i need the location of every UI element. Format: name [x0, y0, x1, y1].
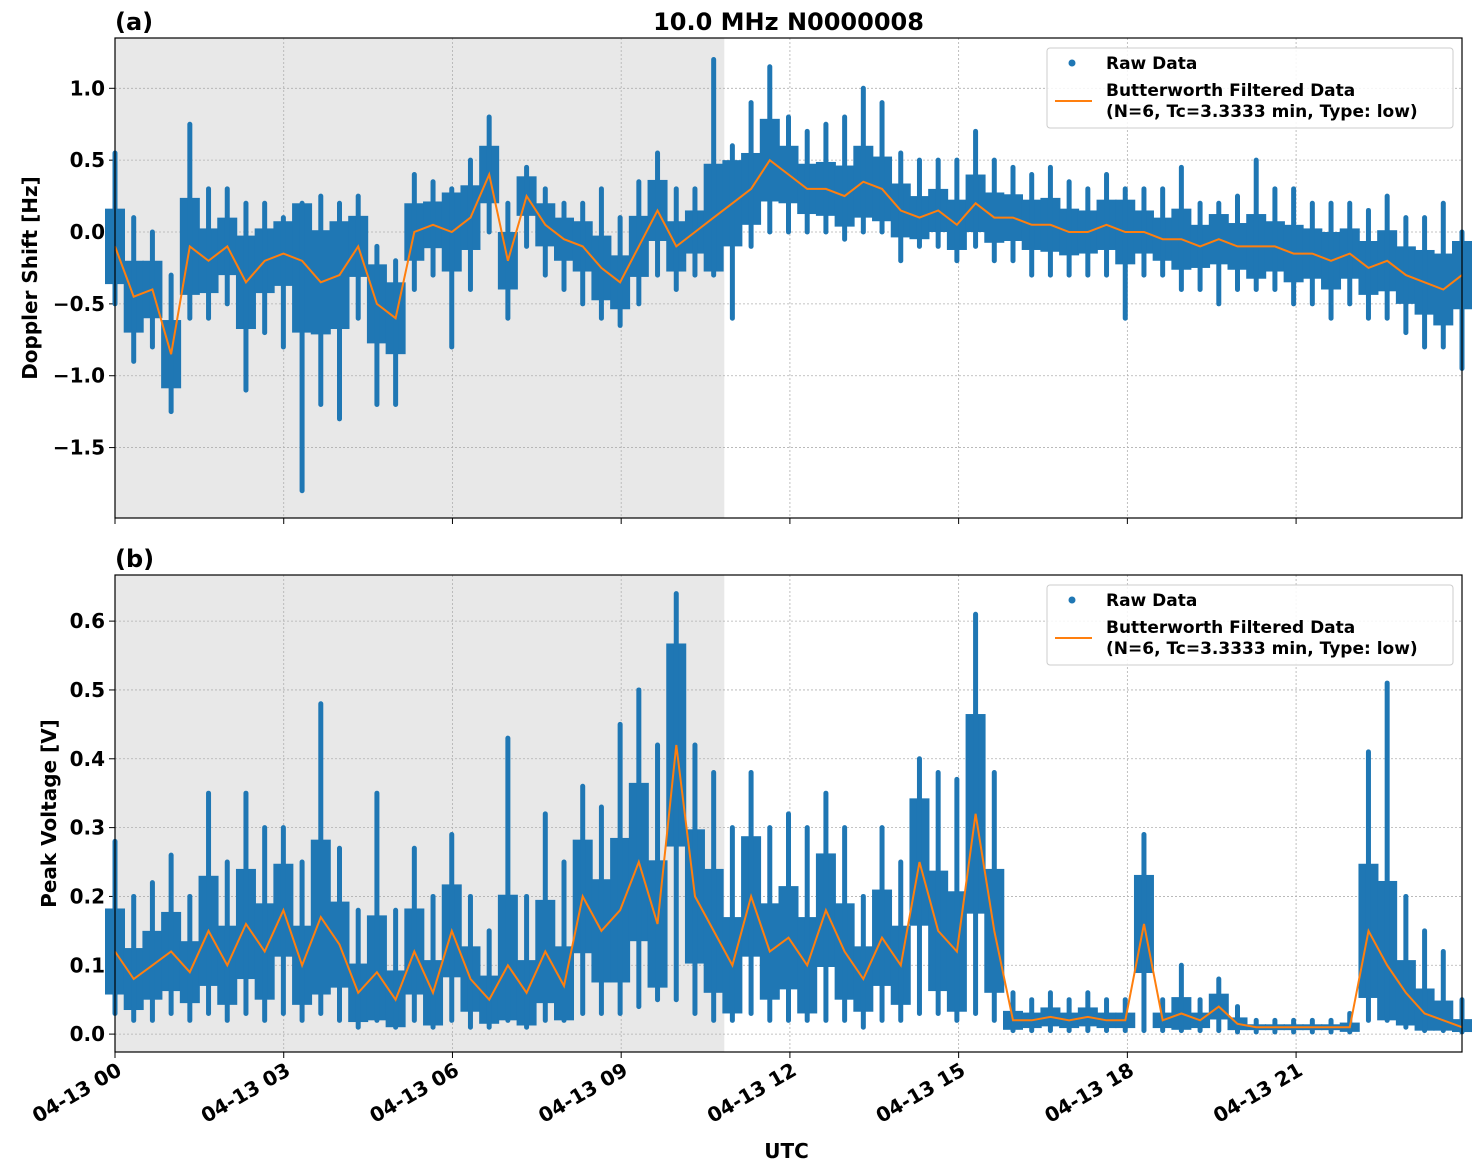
x-tick-label: 04-13 21 — [1209, 1058, 1307, 1128]
legend-box — [1046, 584, 1454, 666]
legend-box — [1046, 47, 1454, 129]
axes-frame — [114, 37, 1463, 519]
y-axis-label: Doppler Shift [Hz] — [18, 176, 42, 380]
x-axis-label: UTC — [764, 1139, 809, 1163]
x-tick-label: 04-13 18 — [1040, 1058, 1138, 1128]
legend-raw-marker — [1068, 596, 1076, 604]
x-tick-label: 04-13 00 — [28, 1058, 126, 1128]
y-tick-label: −1.5 — [53, 436, 105, 460]
y-tick-label: 0.5 — [70, 678, 105, 702]
x-tick-label: 04-13 06 — [365, 1058, 463, 1128]
panel-label: (b) — [115, 545, 154, 573]
x-tick-label: 04-13 09 — [534, 1058, 632, 1128]
y-tick-label: 0.6 — [70, 609, 105, 633]
legend-raw-marker — [1068, 59, 1076, 67]
panel-label: (a) — [115, 8, 153, 36]
y-tick-label: 0.0 — [70, 220, 105, 244]
legend-filtered-label: Butterworth Filtered Data — [1106, 618, 1355, 638]
y-tick-label: 0.5 — [70, 148, 105, 172]
axes-frame — [114, 574, 1463, 1053]
y-axis-label: Peak Voltage [V] — [37, 719, 61, 908]
legend-filtered-label: (N=6, Tc=3.3333 min, Type: low) — [1106, 639, 1418, 659]
y-tick-label: −1.0 — [53, 364, 105, 388]
filtered-data-line — [114, 744, 1463, 1029]
y-tick-label: 0.0 — [70, 1022, 105, 1046]
y-tick-label: 0.3 — [70, 816, 105, 840]
y-tick-label: 0.2 — [70, 884, 105, 908]
legend-raw-label: Raw Data — [1106, 54, 1197, 74]
chart-title: 10.0 MHz N0000008 — [653, 8, 924, 36]
x-tick-label: 04-13 12 — [703, 1058, 801, 1128]
y-tick-label: 1.0 — [70, 76, 105, 100]
y-tick-label: −0.5 — [53, 292, 105, 316]
legend-filtered-label: Butterworth Filtered Data — [1106, 81, 1355, 101]
x-tick-label: 04-13 03 — [197, 1058, 295, 1128]
x-tick-label: 04-13 15 — [872, 1058, 970, 1128]
legend-filtered-label: (N=6, Tc=3.3333 min, Type: low) — [1106, 102, 1418, 122]
panel-b: 0.0 0.1 0.2 0.3 0.4 0.5 0.6 (b) Peak Voltage [V]… — [28, 545, 1472, 1163]
legend-raw-label: Raw Data — [1106, 591, 1197, 611]
panel-a: −1.5 −1.0 −0.5 0.0 0.5 1.0 (a) 10.0 MHz N000000… — [18, 8, 1472, 524]
y-tick-label: 0.1 — [70, 953, 105, 977]
y-tick-label: 0.4 — [70, 747, 105, 771]
filtered-data-line — [114, 158, 1463, 355]
